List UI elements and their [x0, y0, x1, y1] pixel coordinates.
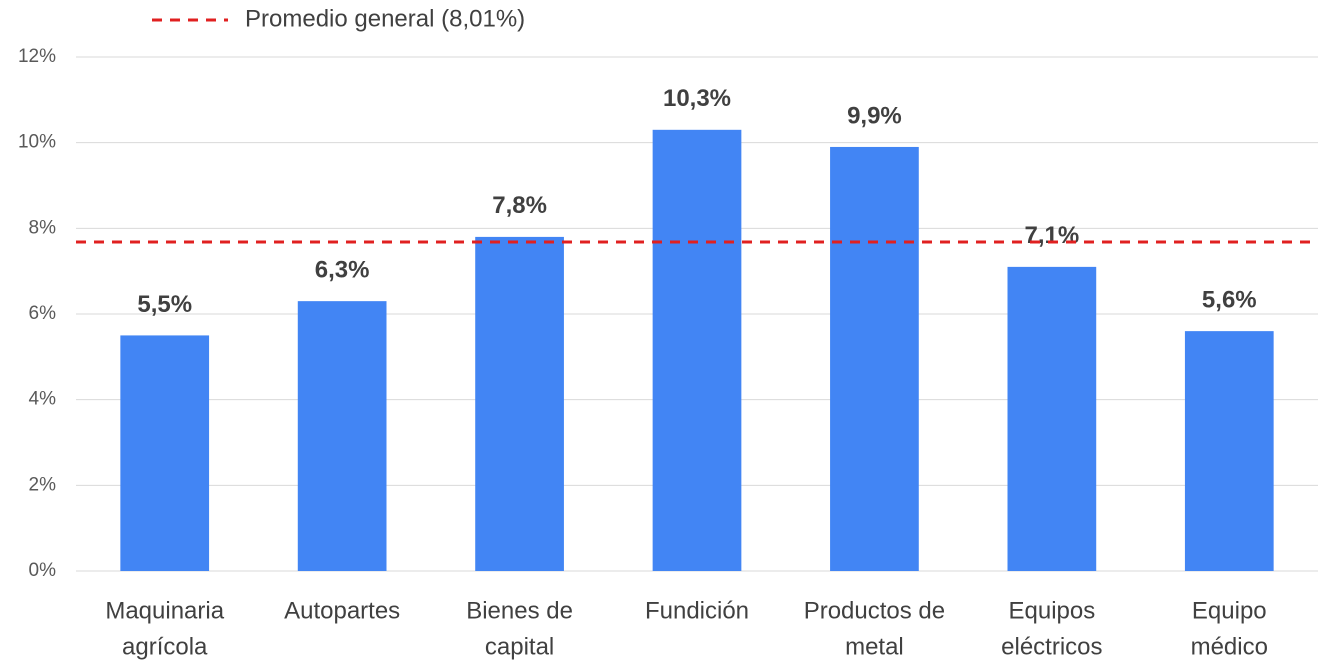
bar — [652, 129, 742, 572]
y-tick-label: 10% — [18, 132, 56, 153]
bar — [830, 146, 919, 571]
y-tick-label: 2% — [29, 474, 57, 495]
y-tick-label: 0% — [29, 560, 57, 581]
bar — [120, 335, 210, 571]
y-tick-label: 4% — [29, 389, 57, 410]
x-tick-label: metal — [845, 633, 904, 660]
legend-label: Promedio general (8,01%) — [245, 5, 525, 32]
y-tick-label: 12% — [18, 46, 56, 67]
value-label: 5,6% — [1202, 286, 1257, 313]
value-label: 7,1% — [1025, 222, 1080, 249]
value-label: 10,3% — [663, 85, 731, 112]
value-label: 5,5% — [137, 291, 192, 318]
y-tick-label: 8% — [29, 217, 57, 238]
x-tick-label: Equipo — [1192, 597, 1267, 624]
value-label: 6,3% — [315, 256, 370, 283]
x-tick-label: Equipos — [1008, 597, 1095, 624]
x-tick-label: Maquinaria — [105, 597, 224, 624]
value-label: 9,9% — [847, 102, 902, 129]
y-tick-label: 6% — [29, 303, 57, 324]
bar — [297, 301, 387, 571]
x-tick-label: Autopartes — [284, 597, 400, 624]
value-label: 7,8% — [492, 192, 547, 219]
bar — [1184, 331, 1274, 571]
x-tick-label: agrícola — [122, 633, 208, 660]
x-tick-label: Bienes de — [466, 597, 573, 624]
bar — [475, 236, 564, 571]
bar — [1007, 266, 1097, 571]
x-tick-label: Productos de — [804, 597, 945, 624]
x-tick-label: médico — [1191, 633, 1268, 660]
x-tick-label: capital — [485, 633, 554, 660]
x-tick-label: Fundición — [645, 597, 749, 624]
x-tick-label: eléctricos — [1001, 633, 1102, 660]
